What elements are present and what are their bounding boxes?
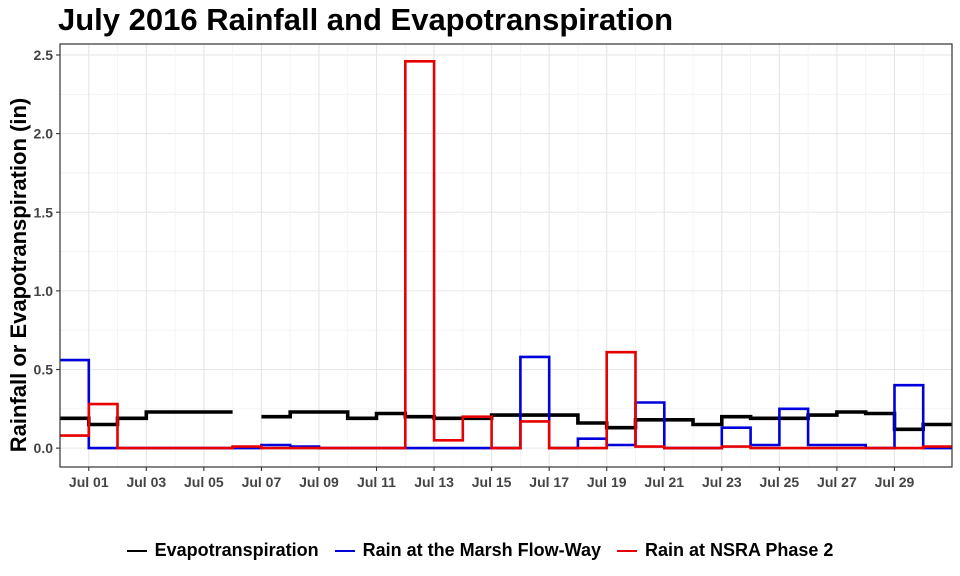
x-tick-label: Jul 01 bbox=[69, 474, 109, 490]
panel-border bbox=[59, 43, 953, 468]
x-tick-label: Jul 27 bbox=[817, 474, 857, 490]
panel-border-rect bbox=[59, 43, 953, 468]
series-evapotranspiration bbox=[60, 410, 952, 432]
legend-label: Evapotranspiration bbox=[154, 540, 319, 560]
y-tick-label: 0.5 bbox=[34, 362, 54, 378]
x-axis-ticks: Jul 01 Jul 03 Jul 05 Jul 07 Jul 09 Jul 11 Jul … bbox=[69, 467, 915, 490]
x-tick-label: Jul 19 bbox=[587, 474, 627, 490]
chart-title: July 2016 Rainfall and Evapotranspiratio… bbox=[58, 2, 674, 37]
legend-item: Rain at NSRA Phase 2 bbox=[616, 540, 834, 561]
x-tick-label: Jul 23 bbox=[702, 474, 742, 490]
x-tick-label: Jul 29 bbox=[875, 474, 915, 490]
x-tick-label: Jul 05 bbox=[184, 474, 224, 490]
x-tick-label: Jul 25 bbox=[760, 474, 800, 490]
x-tick-label: Jul 11 bbox=[357, 474, 396, 490]
series-line-segment bbox=[60, 59, 952, 450]
gridlines bbox=[59, 44, 953, 467]
y-tick-label: 0.0 bbox=[34, 440, 54, 456]
legend-label: Rain at NSRA Phase 2 bbox=[644, 540, 834, 560]
legend-item: Evapotranspiration bbox=[126, 540, 319, 561]
y-axis-title: Rainfall or Evapotranspiration (in) bbox=[6, 98, 31, 452]
series-line-segment bbox=[261, 410, 952, 432]
legend-key-line bbox=[616, 549, 637, 552]
x-tick-label: Jul 15 bbox=[472, 474, 512, 490]
x-tick-label: Jul 21 bbox=[644, 474, 684, 490]
legend: Evapotranspiration Rain at the Marsh Flow… bbox=[0, 540, 960, 561]
series-rain-at-nsra-phase-2 bbox=[60, 59, 952, 450]
x-tick-label: Jul 17 bbox=[529, 474, 569, 490]
x-tick-label: Jul 09 bbox=[299, 474, 339, 490]
series-line-segment bbox=[60, 355, 952, 450]
legend-label: Rain at the Marsh Flow-Way bbox=[362, 540, 601, 560]
series-rain-at-the-marsh-flow-way bbox=[60, 355, 952, 450]
x-tick-label: Jul 07 bbox=[242, 474, 282, 490]
y-tick-label: 2.5 bbox=[34, 47, 54, 63]
x-tick-label: Jul 03 bbox=[126, 474, 166, 490]
y-tick-label: 2.0 bbox=[34, 126, 54, 142]
y-axis-ticks: 0.0 0.5 1.0 1.5 2.0 2.5 bbox=[34, 47, 60, 456]
series-lines bbox=[60, 59, 952, 450]
x-tick-label: Jul 13 bbox=[414, 474, 454, 490]
legend-key-line bbox=[126, 549, 147, 552]
legend-key-line bbox=[334, 549, 355, 552]
y-tick-label: 1.0 bbox=[34, 283, 54, 299]
legend-item: Rain at the Marsh Flow-Way bbox=[334, 540, 601, 561]
y-tick-label: 1.5 bbox=[34, 204, 54, 220]
